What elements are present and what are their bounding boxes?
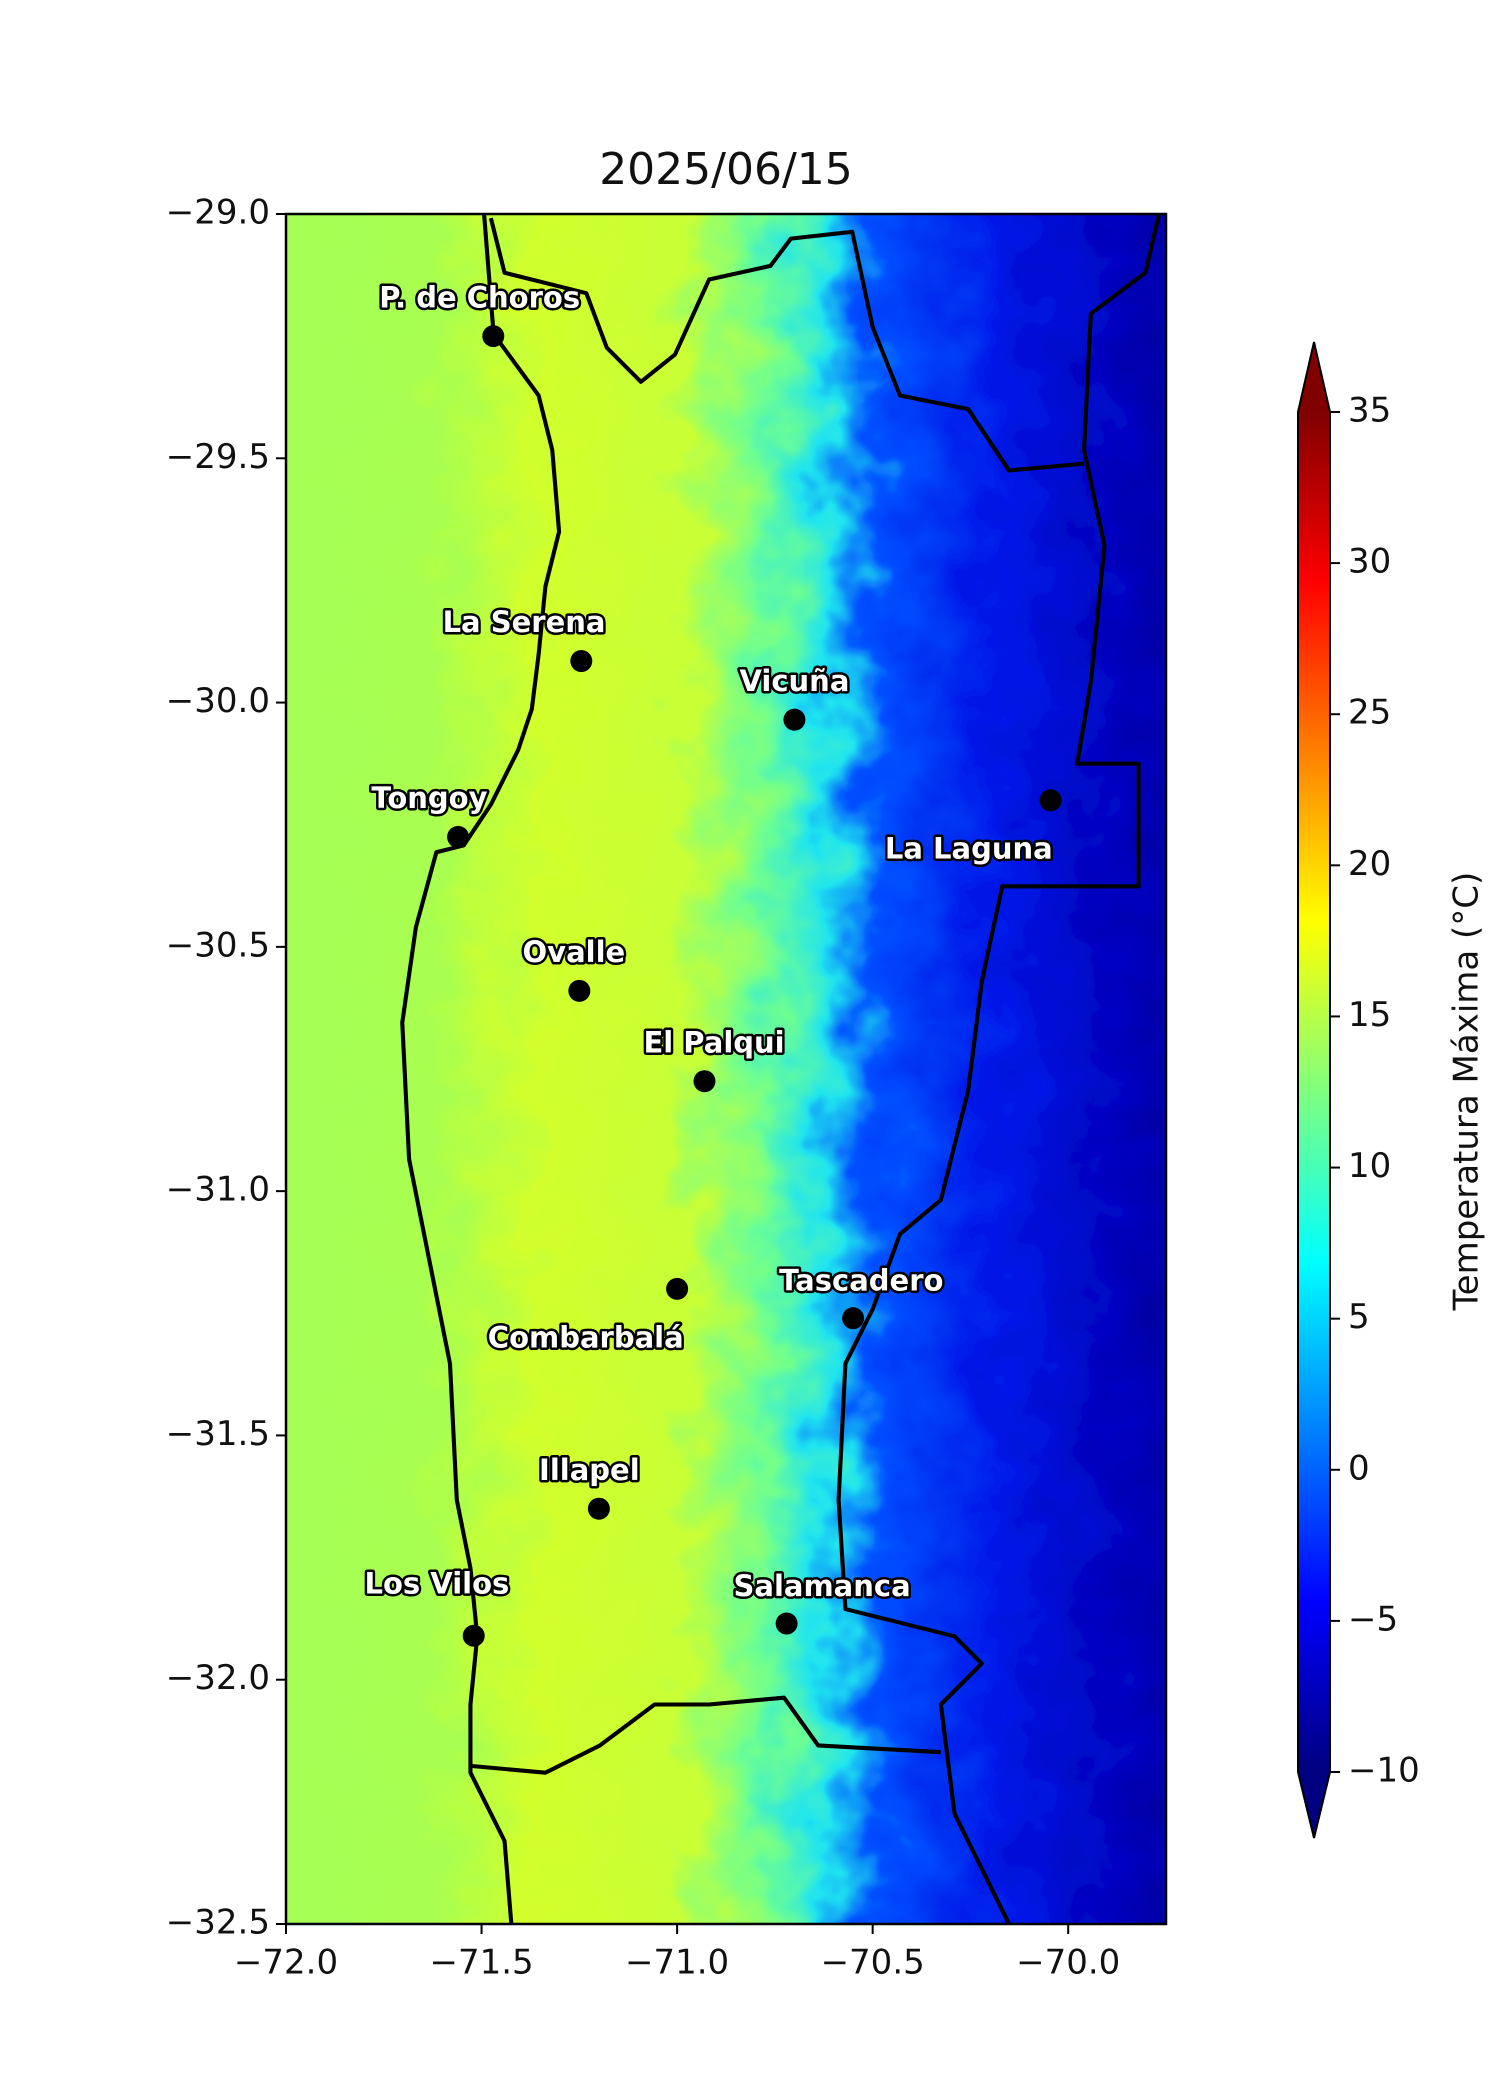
colorbar-extend-max [1298, 342, 1330, 412]
field-shading [286, 214, 1166, 1924]
regional-border-south [470, 1695, 941, 1775]
x-tick-label: −71.0 [625, 1943, 729, 1983]
city-marker [568, 979, 591, 1002]
colorbar-tick-label: 15 [1348, 995, 1391, 1035]
colorbar-tick-label: 5 [1348, 1297, 1370, 1337]
regional-border-north [488, 217, 1085, 473]
city-marker [1039, 789, 1062, 812]
city-marker [447, 825, 470, 848]
colorbar [1298, 412, 1330, 1772]
city-label: Tongoy [371, 781, 487, 815]
city-label: Combarbalá [488, 1320, 684, 1354]
city-label: Ovalle [523, 935, 626, 969]
city-label: Tascadero [779, 1264, 943, 1298]
city-label: Illapel [539, 1453, 640, 1487]
city-marker [462, 1624, 485, 1647]
city-marker [693, 1070, 716, 1093]
colorbar-tick-label: 30 [1348, 542, 1391, 582]
y-tick-label: −31.0 [166, 1170, 270, 1210]
city-marker [783, 708, 806, 731]
y-tick-label: −30.5 [166, 925, 270, 965]
y-tick-label: −29.0 [166, 193, 270, 233]
x-tick-label: −70.0 [1016, 1943, 1120, 1983]
city-marker [570, 650, 593, 673]
y-tick-label: −32.0 [166, 1658, 270, 1698]
map-title: 2025/06/15 [599, 144, 853, 195]
colorbar-tick-label: −10 [1348, 1751, 1420, 1791]
city-marker [666, 1277, 689, 1300]
x-tick-label: −72.0 [234, 1943, 338, 1983]
city-label: La Serena [443, 605, 606, 639]
city-marker [587, 1497, 610, 1520]
y-tick-label: −31.5 [166, 1414, 270, 1454]
colorbar-tick-label: 10 [1348, 1146, 1391, 1186]
city-label: Vicuña [739, 664, 849, 698]
city-label: P. de Choros [379, 280, 580, 314]
city-label: El Palqui [643, 1025, 784, 1059]
city-marker [842, 1307, 865, 1330]
axes-frame [284, 212, 1168, 1926]
colorbar-tick-label: 20 [1348, 844, 1391, 884]
city-marker [775, 1612, 798, 1635]
international-border [836, 214, 1162, 1924]
colorbar-tick-label: 0 [1348, 1448, 1370, 1488]
temperature-field [286, 214, 1166, 1924]
colorbar-tick-label: 35 [1348, 391, 1391, 431]
city-label: Salamanca [733, 1569, 910, 1603]
colorbar-extend-min [1298, 1772, 1330, 1838]
city-label: Los Vilos [365, 1566, 510, 1600]
colorbar-tick-label: 25 [1348, 693, 1391, 733]
colorbar-tick-label: −5 [1348, 1599, 1398, 1639]
y-tick-label: −29.5 [166, 437, 270, 477]
colorbar-label: Temperatura Máxima (°C) [1447, 872, 1487, 1312]
x-tick-label: −71.5 [429, 1943, 533, 1983]
city-label: La Laguna [885, 832, 1053, 866]
y-tick-label: −30.0 [166, 681, 270, 721]
x-tick-label: −70.5 [821, 1943, 925, 1983]
y-tick-label: −32.5 [166, 1903, 270, 1943]
city-marker [482, 325, 505, 348]
